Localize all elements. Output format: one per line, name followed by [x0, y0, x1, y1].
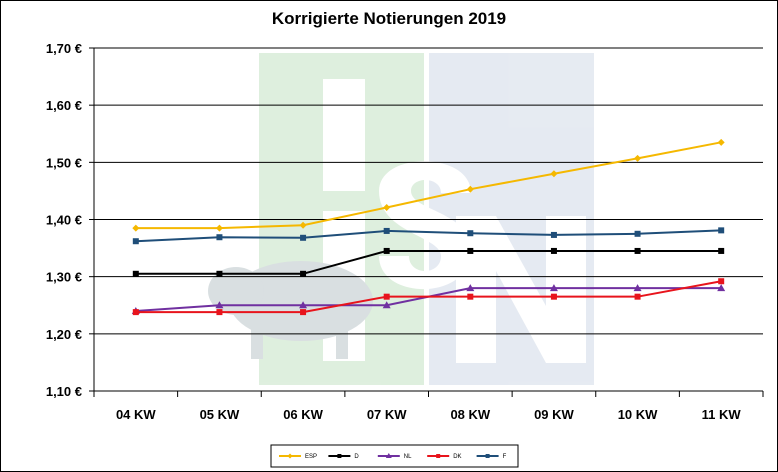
- data-point-nl: [466, 284, 475, 292]
- legend-label-d: D: [354, 454, 359, 460]
- chart-title: Korrigierte Notierungen 2019: [271, 9, 507, 28]
- series-line-f: [135, 229, 722, 243]
- data-point-esp: [299, 221, 307, 229]
- legend-label-nl: NL: [404, 454, 412, 460]
- axes-layer: 1,10 € 1,20 € 1,30 € 1,40 € 1,50 € 1,60 € 1,70…: [46, 41, 764, 422]
- legend-marker: [485, 454, 490, 458]
- data-point-d: [634, 247, 641, 254]
- data-point-f: [132, 238, 139, 245]
- y-tick-label: 1,30 €: [46, 270, 82, 285]
- y-tick-label: 1,20 €: [46, 327, 82, 342]
- data-point-esp: [634, 154, 642, 162]
- x-tick-label: 05 KW: [200, 407, 240, 422]
- series-layer: [131, 138, 726, 316]
- data-point-nl: [215, 301, 224, 309]
- x-tick-label: 10 KW: [618, 407, 658, 422]
- data-point-dk: [383, 293, 390, 300]
- data-point-nl: [717, 284, 726, 292]
- legend-marker: [337, 454, 342, 458]
- series-line-esp: [135, 141, 722, 230]
- legend-marker: [287, 453, 293, 459]
- legend-label-f: F: [503, 454, 507, 460]
- y-tick-label: 1,50 €: [46, 155, 82, 170]
- x-tick-label: 08 KW: [450, 407, 490, 422]
- x-tick-label: 09 KW: [534, 407, 574, 422]
- data-point-d: [383, 247, 390, 254]
- data-point-dk: [718, 278, 725, 285]
- data-point-f: [216, 234, 223, 241]
- data-point-nl: [382, 301, 391, 309]
- data-point-esp: [383, 203, 391, 211]
- data-point-f: [634, 230, 641, 237]
- x-tick-label: 07 KW: [367, 407, 407, 422]
- data-point-d: [216, 270, 223, 277]
- data-point-d: [300, 270, 307, 277]
- y-tick-label: 1,40 €: [46, 213, 82, 228]
- legend-label-esp: ESP: [305, 454, 317, 460]
- data-point-d: [132, 270, 139, 277]
- data-point-dk: [300, 309, 307, 316]
- data-point-f: [550, 231, 557, 238]
- series-line-dk: [135, 280, 722, 314]
- data-point-dk: [216, 309, 223, 316]
- data-point-esp: [550, 170, 558, 178]
- x-tick-label: 04 KW: [116, 407, 156, 422]
- grid-layer: [94, 47, 763, 392]
- data-point-dk: [634, 293, 641, 300]
- y-tick-label: 1,60 €: [46, 98, 82, 113]
- data-point-dk: [132, 309, 139, 316]
- y-tick-label: 1,10 €: [46, 384, 82, 399]
- data-point-f: [300, 234, 307, 241]
- data-point-esp: [466, 185, 474, 193]
- data-point-nl: [299, 301, 308, 309]
- data-point-f: [718, 227, 725, 234]
- data-point-f: [383, 227, 390, 234]
- data-point-dk: [550, 293, 557, 300]
- legend-label-dk: DK: [453, 454, 461, 460]
- y-tick-label: 1,70 €: [46, 41, 82, 56]
- data-point-d: [550, 247, 557, 254]
- x-tick-label: 11 KW: [702, 407, 742, 422]
- data-point-d: [718, 247, 725, 254]
- x-tick-label: 06 KW: [283, 407, 323, 422]
- data-point-esp: [215, 224, 223, 232]
- legend-marker: [385, 453, 392, 458]
- legend: ESP D NL DK F: [270, 444, 519, 468]
- legend-marker: [436, 454, 441, 458]
- data-point-esp: [717, 138, 725, 146]
- data-point-nl: [633, 284, 642, 292]
- data-point-f: [467, 230, 474, 237]
- series-line-d: [135, 249, 722, 275]
- data-point-nl: [549, 284, 558, 292]
- data-point-dk: [467, 293, 474, 300]
- data-point-esp: [132, 224, 140, 232]
- data-point-d: [467, 247, 474, 254]
